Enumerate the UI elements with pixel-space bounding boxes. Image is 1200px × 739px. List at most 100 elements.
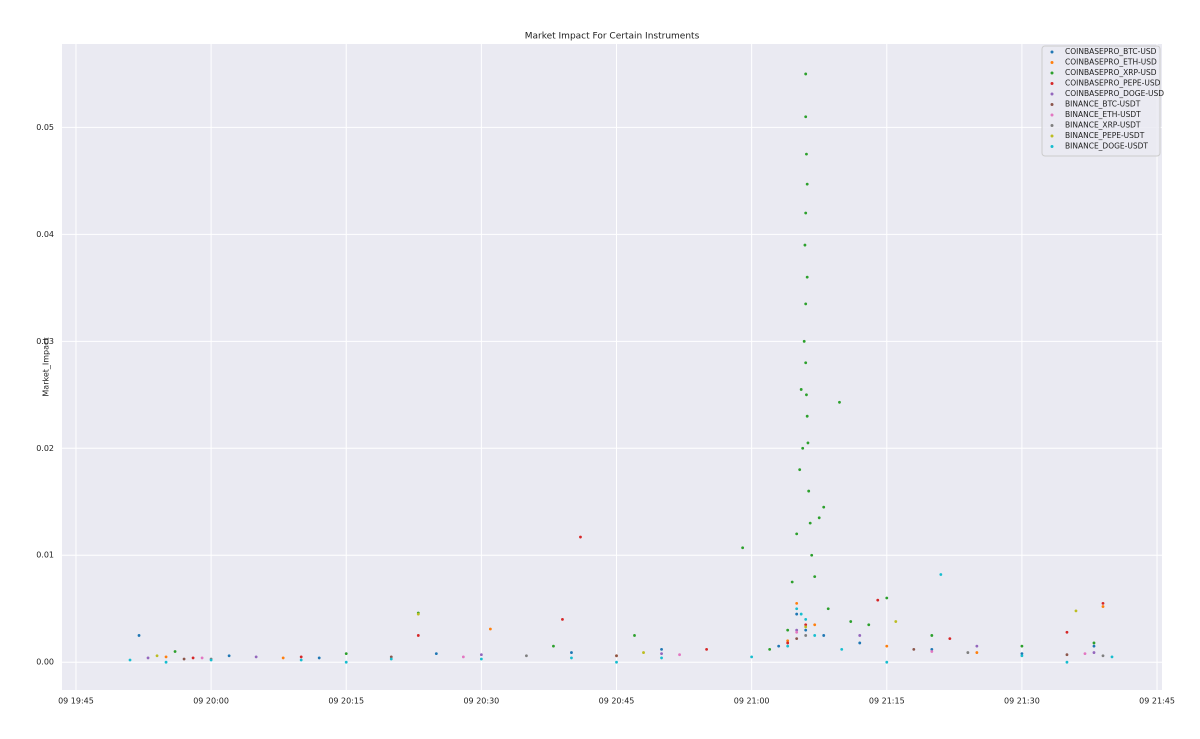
- point: [876, 598, 880, 602]
- point: [930, 647, 934, 651]
- point: [389, 657, 393, 661]
- point: [579, 535, 582, 539]
- point: [768, 647, 772, 651]
- point: [805, 152, 808, 156]
- point: [525, 654, 528, 658]
- point: [799, 612, 803, 616]
- point: [1020, 654, 1024, 658]
- point: [164, 660, 168, 664]
- point: [786, 639, 790, 643]
- x-tick-label: 09 20:30: [463, 697, 499, 706]
- point: [885, 644, 889, 648]
- point: [798, 468, 802, 472]
- point: [488, 627, 492, 631]
- y-tick-label: 0.02: [36, 444, 54, 453]
- point: [975, 651, 979, 654]
- legend-marker: [1050, 92, 1054, 96]
- point: [1092, 651, 1096, 654]
- point: [939, 573, 943, 576]
- point: [416, 612, 420, 616]
- point: [777, 644, 781, 648]
- point: [804, 628, 808, 632]
- point: [804, 115, 808, 119]
- point: [930, 650, 934, 653]
- point: [975, 644, 979, 648]
- point: [678, 653, 681, 657]
- chart-title: Market Impact For Certain Instruments: [525, 32, 700, 42]
- legend-marker: [1050, 82, 1054, 85]
- point: [1092, 641, 1096, 645]
- point: [1065, 653, 1069, 657]
- point: [801, 446, 805, 450]
- point: [633, 634, 636, 637]
- point: [795, 612, 799, 616]
- point: [660, 652, 663, 656]
- point: [894, 620, 898, 623]
- point: [344, 660, 348, 664]
- point: [705, 647, 708, 651]
- point: [885, 660, 889, 664]
- point: [200, 656, 204, 660]
- point: [805, 275, 809, 279]
- point: [795, 532, 799, 536]
- point: [479, 657, 483, 661]
- point: [858, 634, 862, 637]
- point: [317, 656, 321, 660]
- point: [826, 607, 830, 611]
- point: [795, 630, 799, 634]
- point: [786, 628, 790, 632]
- point: [1020, 652, 1024, 656]
- point: [806, 441, 810, 445]
- legend-marker: [1050, 61, 1054, 64]
- point: [912, 647, 916, 651]
- legend-label: COINBASEPRO_ETH-USD: [1065, 58, 1157, 67]
- point: [822, 505, 826, 509]
- legend-label: COINBASEPRO_XRP-USD: [1065, 68, 1157, 77]
- point: [137, 634, 141, 637]
- y-axis-label: Market_Impact: [42, 337, 51, 396]
- point: [389, 655, 393, 659]
- legend-marker: [1050, 124, 1054, 127]
- point: [615, 654, 618, 658]
- point: [570, 656, 573, 660]
- y-tick-label: 0.03: [36, 337, 54, 346]
- x-tick-label: 09 20:45: [599, 697, 635, 706]
- point: [804, 302, 808, 306]
- point: [795, 607, 799, 611]
- legend: COINBASEPRO_BTC-USDCOINBASEPRO_ETH-USDCO…: [1041, 45, 1164, 157]
- legend-marker: [1050, 71, 1054, 75]
- point: [191, 656, 195, 660]
- point: [561, 618, 564, 621]
- point: [804, 634, 808, 637]
- point: [1092, 644, 1096, 648]
- x-tick-label: 09 21:00: [734, 697, 770, 706]
- point: [1101, 605, 1105, 608]
- points: [128, 72, 1114, 664]
- grid: [62, 44, 1162, 690]
- point: [795, 601, 799, 605]
- point: [660, 647, 663, 651]
- point: [461, 655, 465, 659]
- point: [254, 655, 258, 659]
- legend-label: COINBASEPRO_PEPE-USD: [1065, 79, 1161, 88]
- point: [164, 655, 168, 659]
- point: [786, 644, 790, 648]
- point: [434, 652, 438, 656]
- point: [858, 641, 862, 645]
- point: [299, 658, 303, 662]
- point: [867, 623, 871, 627]
- point: [1083, 652, 1087, 656]
- legend-label: BINANCE_DOGE-USDT: [1065, 142, 1148, 151]
- point: [1101, 601, 1105, 605]
- legend-label: COINBASEPRO_DOGE-USD: [1065, 89, 1164, 98]
- point: [803, 243, 807, 247]
- point: [804, 211, 808, 215]
- point: [808, 521, 812, 525]
- point: [795, 637, 799, 641]
- x-tick-label: 09 21:30: [1004, 697, 1040, 706]
- point: [849, 620, 853, 623]
- point: [804, 72, 808, 76]
- point: [1110, 655, 1114, 659]
- point: [660, 656, 663, 660]
